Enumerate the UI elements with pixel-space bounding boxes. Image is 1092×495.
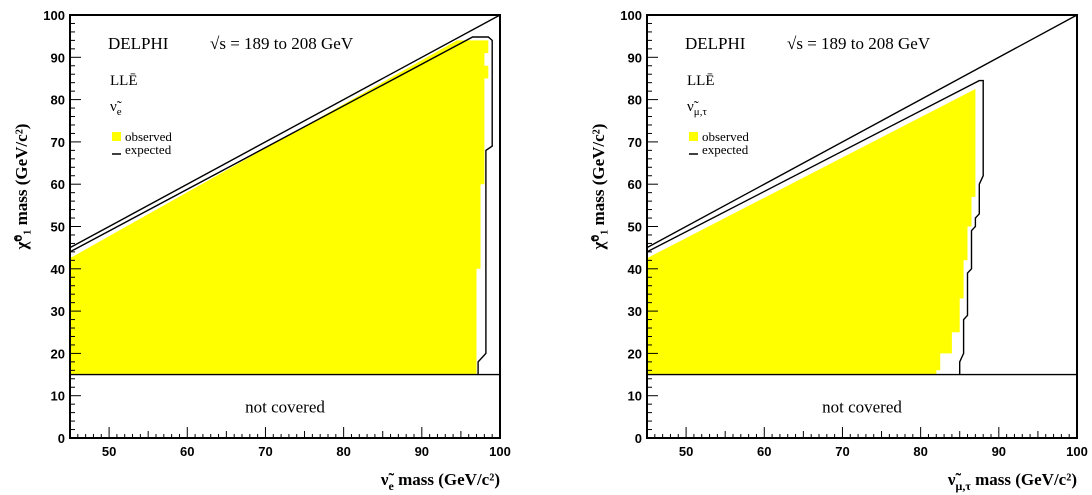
y-tick-label: 0 — [58, 431, 65, 446]
legend-observed-swatch — [689, 132, 698, 141]
legend-expected-label: expected — [702, 142, 749, 157]
y-tick-label: 50 — [628, 220, 642, 235]
y-tick-label: 20 — [51, 346, 65, 361]
y-tick-label: 40 — [51, 262, 65, 277]
x-tick-label: 80 — [336, 444, 350, 459]
panel-nue: not covered 50 60 70 80 90 100 0 10 20 30 40 50 60 70 8… — [12, 8, 511, 493]
y-tick-label: 100 — [43, 8, 65, 23]
particle-label: ν̃μ,τ — [687, 99, 707, 118]
y-tick-label: 10 — [51, 389, 65, 404]
x-tick-label: 70 — [258, 444, 272, 459]
legend-expected-label: expected — [125, 142, 172, 157]
model-label: LLĒ — [687, 73, 715, 89]
y-tick-label: 70 — [628, 135, 642, 150]
x-tick-label: 50 — [679, 444, 693, 459]
y-tick-label: 50 — [51, 220, 65, 235]
y-tick-label: 80 — [51, 93, 65, 108]
kinematic-limit-line — [646, 14, 1078, 249]
experiment-label: DELPHI — [685, 34, 746, 53]
panel-numutau: not covered 50 60 70 80 90 100 0 10 20 30 40 50 60 70 8… — [589, 8, 1088, 493]
y-tick-label: 40 — [628, 262, 642, 277]
y-tick-label: 60 — [51, 177, 65, 192]
x-axis-title: ν̃μ,τ mass (GeV/c²) — [947, 470, 1077, 493]
particle-label: ν̃e — [110, 99, 122, 118]
y-tick-label: 60 — [628, 177, 642, 192]
not-covered-label: not covered — [245, 397, 325, 416]
x-tick-label: 60 — [180, 444, 194, 459]
x-axis-title: ν̃e mass (GeV/c²) — [380, 470, 500, 493]
x-tick-label: 60 — [757, 444, 771, 459]
y-tick-label: 30 — [628, 304, 642, 319]
expected-limit-line — [69, 36, 493, 375]
legend-observed-label: observed — [702, 129, 749, 144]
not-covered-label: not covered — [822, 397, 902, 416]
expected-limit-line — [646, 79, 984, 375]
observed-excluded-region — [647, 89, 976, 375]
y-tick-label: 10 — [628, 389, 642, 404]
y-tick-label: 90 — [628, 50, 642, 65]
x-tick-label: 100 — [489, 444, 511, 459]
y-tick-label: 70 — [51, 135, 65, 150]
x-tick-label: 90 — [415, 444, 429, 459]
y-tick-label: 0 — [635, 431, 642, 446]
y-tick-label: 20 — [628, 346, 642, 361]
energy-label: √s = 189 to 208 GeV — [787, 34, 931, 53]
x-tick-label: 90 — [992, 444, 1006, 459]
y-axis-title: χ̃⁰₁ mass (GeV/c²) — [12, 124, 31, 251]
kinematic-limit-line — [69, 14, 501, 249]
y-tick-label: 80 — [628, 93, 642, 108]
y-axis-title: χ̃⁰₁ mass (GeV/c²) — [589, 124, 608, 251]
observed-excluded-region — [70, 40, 489, 375]
energy-label: √s = 189 to 208 GeV — [210, 34, 354, 53]
x-tick-label: 80 — [913, 444, 927, 459]
x-tick-label: 100 — [1066, 444, 1088, 459]
x-tick-label: 70 — [835, 444, 849, 459]
legend-observed-swatch — [112, 132, 121, 141]
y-tick-label: 90 — [51, 50, 65, 65]
legend-observed-label: observed — [125, 129, 172, 144]
y-tick-label: 100 — [620, 8, 642, 23]
model-label: LLĒ — [110, 73, 138, 89]
x-tick-label: 50 — [102, 444, 116, 459]
experiment-label: DELPHI — [108, 34, 169, 53]
y-tick-label: 30 — [51, 304, 65, 319]
